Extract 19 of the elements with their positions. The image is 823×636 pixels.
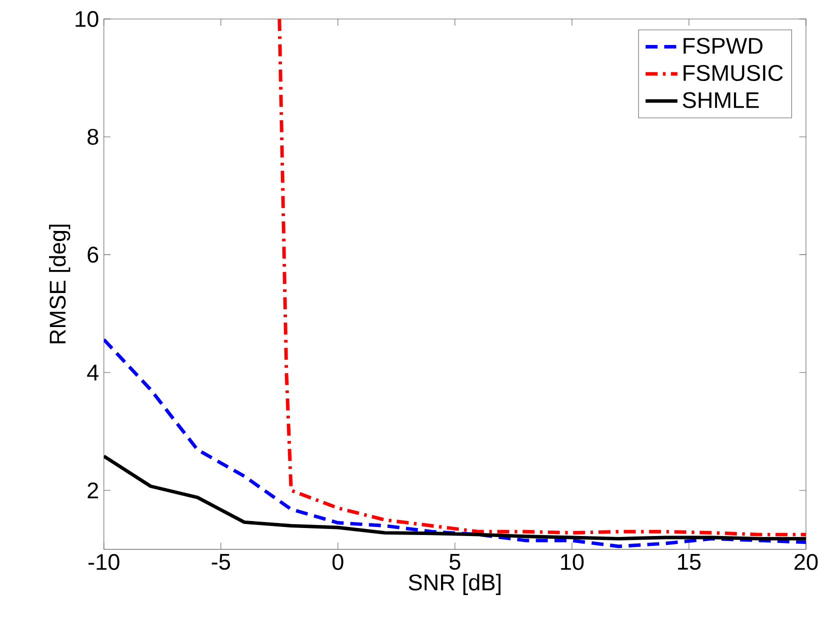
legend-label: FSMUSIC <box>684 64 783 81</box>
x-tick-label: 15 <box>678 554 701 570</box>
y-tick-label: 6 <box>88 246 98 263</box>
x-tick-label: -5 <box>212 554 230 570</box>
y-tick-label: 2 <box>88 482 98 498</box>
x-tick-label: 10 <box>561 554 584 570</box>
line-series <box>104 454 806 540</box>
legend-label: SHMLE <box>682 92 759 108</box>
x-tick-label: 0 <box>332 554 344 570</box>
y-tick-label: 4 <box>87 364 98 380</box>
y-tick-label: 10 <box>76 10 98 27</box>
x-axis-title: SNR [dB] <box>408 574 500 595</box>
x-tick-label: 20 <box>794 554 818 570</box>
line-series <box>278 18 806 536</box>
x-tick-label: -10 <box>88 554 120 570</box>
legend-label: FSPWD <box>684 38 762 54</box>
y-tick-label: 8 <box>88 128 98 145</box>
x-tick-label: 5 <box>450 554 460 570</box>
y-axis-title: RMSE [deg] <box>49 224 70 344</box>
